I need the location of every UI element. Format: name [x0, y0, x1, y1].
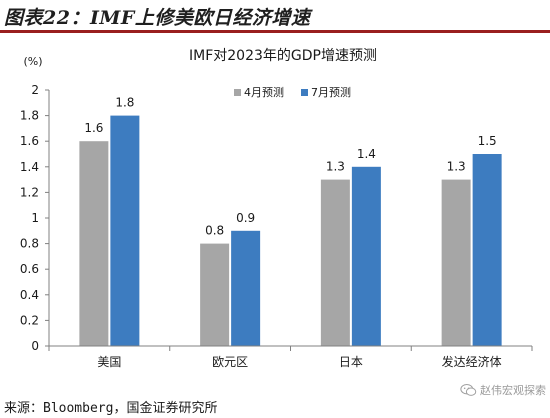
data-labels: 1.6 1.8 0.8 0.9 1.3 1.4 1.3 1.5 [84, 96, 496, 238]
legend-swatch [301, 89, 308, 96]
chart-title: IMF对2023年的GDP增速预测 [189, 48, 377, 64]
bar-april [441, 179, 471, 346]
bar-april [320, 179, 350, 346]
bar-july [231, 230, 261, 346]
y-axis: 0 0.2 0.4 0.6 0.8 1 1.2 1.4 1.6 1.8 2 [20, 83, 50, 353]
y-tick-label: 0 [31, 339, 39, 353]
x-category-label: 发达经济体 [442, 354, 502, 369]
bar-april [79, 141, 109, 346]
figure-title: 图表22：IMF上修美欧日经济增速 [4, 7, 311, 29]
y-tick-label: 1.4 [20, 160, 39, 174]
bar-april [200, 243, 230, 346]
x-category-label: 日本 [339, 355, 363, 369]
bar-july [472, 154, 502, 346]
bar-july [351, 166, 381, 346]
watermark-text: 赵伟宏观探索 [480, 384, 546, 397]
source-note: 来源：Bloomberg，国金证券研究所 [4, 401, 218, 416]
bar-value-label: 1.3 [326, 160, 345, 174]
bar-value-label: 1.3 [447, 160, 466, 174]
y-tick-label: 0.2 [20, 313, 39, 327]
bar-value-label: 1.5 [478, 134, 497, 148]
bars [79, 115, 502, 346]
y-tick-label: 1.2 [20, 185, 39, 199]
chart-legend: 4月预测 7月预测 [234, 86, 351, 99]
y-tick-label: 2 [31, 83, 39, 97]
watermark: 赵伟宏观探索 [460, 382, 546, 398]
legend-label: 7月预测 [311, 86, 351, 99]
bar-july [110, 115, 140, 346]
bar-value-label: 1.4 [357, 147, 376, 161]
y-tick-label: 0.8 [20, 237, 39, 251]
wechat-icon [460, 383, 477, 396]
y-tick-label: 0.4 [20, 288, 39, 302]
y-tick-label: 1.6 [20, 134, 39, 148]
x-axis: 美国 欧元区 日本 发达经济体 [48, 345, 533, 369]
x-category-label: 欧元区 [212, 355, 248, 369]
bar-value-label: 0.9 [236, 211, 255, 225]
bar-value-label: 1.8 [115, 96, 134, 110]
y-tick-label: 1.8 [20, 109, 39, 123]
x-category-label: 美国 [97, 355, 121, 369]
bar-value-label: 1.6 [84, 121, 103, 135]
y-tick-label: 0.6 [20, 262, 39, 276]
gdp-forecast-bar-chart: IMF对2023年的GDP增速预测 (%) 4月预测 7月预测 0 0.2 0.4 0.… [20, 48, 533, 369]
legend-label: 4月预测 [244, 86, 284, 99]
y-tick-label: 1 [31, 211, 39, 225]
bar-value-label: 0.8 [205, 224, 224, 238]
y-axis-unit: (%) [23, 55, 42, 68]
legend-swatch [234, 89, 241, 96]
title-divider [0, 30, 550, 33]
